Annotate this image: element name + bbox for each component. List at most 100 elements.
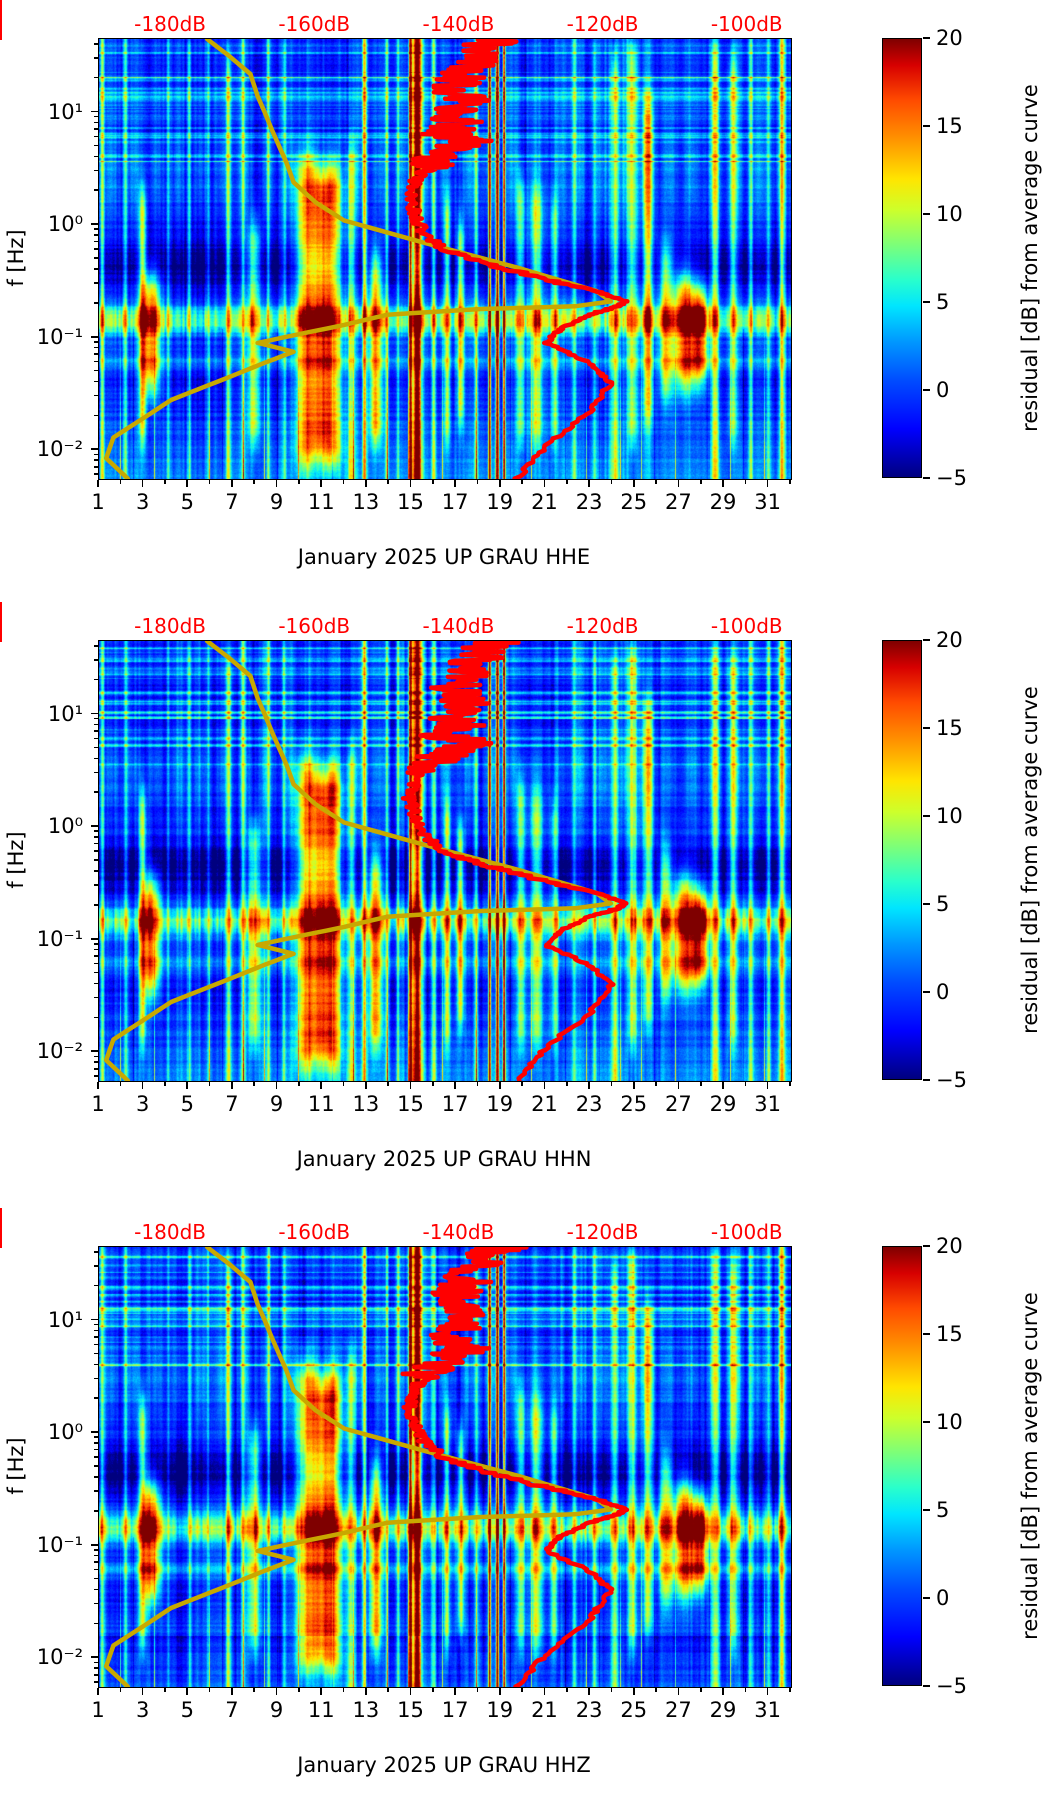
xaxis-minor-tick [521, 1081, 523, 1086]
colorbar-tick-label: 15 [936, 1322, 963, 1346]
yaxis-tick [91, 335, 98, 338]
xaxis-tick [722, 1081, 724, 1089]
xaxis-tick-label: 29 [709, 1092, 737, 1116]
xaxis-tick-label: 21 [531, 1698, 558, 1722]
colorbar-tick-label: 10 [936, 1410, 963, 1434]
yaxis-minor-tick [94, 341, 98, 343]
yaxis-minor-tick [94, 459, 98, 461]
xaxis-tick [409, 1081, 412, 1089]
yaxis-minor-tick [94, 1465, 98, 1467]
xaxis-tick [677, 1687, 680, 1695]
colorbar-tick [923, 1421, 930, 1423]
top-db-axis-tick [0, 1216, 3, 1224]
xaxis-minor-tick [655, 479, 657, 484]
yaxis-minor-tick [94, 1588, 98, 1591]
colorbar-tick [923, 301, 930, 303]
xaxis-tick [766, 1081, 769, 1089]
colorbar-hhz: 20 15 10 5 0 −5 [882, 1234, 967, 1698]
xaxis-tick [543, 479, 546, 487]
xaxis-tick-label: 15 [397, 490, 424, 514]
yaxis-minor-tick [94, 723, 98, 726]
xaxis-tick-label: 7 [225, 490, 239, 514]
xaxis-minor-tick [521, 479, 523, 484]
yaxis-minor-tick [94, 1554, 98, 1557]
yaxis-minor-tick [94, 473, 98, 476]
yaxis-minor-tick [94, 302, 98, 304]
xaxis-tick [365, 1081, 367, 1089]
yaxis-minor-tick [94, 1602, 98, 1605]
yaxis-minor-tick [94, 1075, 98, 1078]
yaxis-minor-tick [94, 1250, 98, 1253]
overlay-curves-hhe [103, 39, 630, 479]
yaxis-minor-tick [94, 1397, 98, 1400]
colorbar-tick [923, 1079, 930, 1081]
xaxis-tick-label: 9 [269, 490, 284, 514]
yaxis-minor-tick [94, 746, 98, 749]
xaxis-tick-label: 27 [665, 1092, 692, 1116]
yaxis-minor-tick [94, 644, 98, 647]
top-db-axis-tick [0, 1208, 3, 1216]
xaxis-tick-label: 7 [225, 1698, 239, 1722]
yaxis-minor-tick [94, 771, 98, 774]
xaxis-tick [454, 1081, 456, 1089]
xaxis-tick-label: 29 [709, 1698, 737, 1722]
overlay-curves-hhn [103, 641, 629, 1081]
colorbar-tick-label: −5 [936, 466, 967, 490]
xaxis-tick-label: 19 [486, 1092, 514, 1116]
yaxis-minor-tick [94, 884, 98, 886]
yaxis-minor-tick [94, 1549, 98, 1551]
yaxis-tick-label: 10⁰ [47, 212, 83, 237]
yaxis-minor-tick [94, 240, 98, 243]
xaxis-minor-tick [744, 479, 747, 484]
colorbar-tick [923, 1333, 930, 1335]
xaxis-minor-tick [655, 1081, 657, 1086]
yaxis-minor-tick [94, 859, 98, 861]
yaxis-tick-label: 10⁻¹ [36, 324, 83, 349]
yaxis-minor-tick [94, 962, 98, 965]
panel-hhn: 1 3 5 7 9 11 13 15 17 19 21 23 25 27 29 31 10⁻² 10⁻¹ 10⁰ 10… [0, 602, 1052, 1177]
top-db-axis-label: -120dB [566, 12, 639, 36]
xaxis-minor-tick [342, 1081, 345, 1086]
yaxis-minor-tick [94, 1661, 98, 1664]
yaxis-tick-label: 10⁰ [47, 1420, 83, 1445]
yaxis-minor-tick [94, 1577, 98, 1580]
colorbar-tick [923, 727, 930, 729]
xaxis-tick [677, 479, 680, 487]
top-db-axis-label: -120dB [566, 1220, 639, 1244]
top-db-axis-label: -180dB [134, 12, 206, 36]
xaxis-minor-tick [119, 1687, 122, 1692]
axis-ticks-hhz: 1 3 5 7 9 11 13 15 17 19 21 23 25 27 29 31 10⁻² 10⁻¹ 10⁰ 10… [0, 1208, 1052, 1722]
xaxis-minor-tick [655, 1687, 657, 1692]
xaxis-minor-tick [744, 1081, 747, 1086]
spectrogram-axes-hhn [98, 640, 792, 1082]
xaxis-minor-tick [253, 1081, 256, 1086]
xaxis-tick [97, 1687, 99, 1695]
yaxis-title-hhn: f [Hz] [4, 831, 28, 889]
colorbar-tick [923, 903, 930, 905]
colorbar-tick [923, 389, 930, 391]
colorbar-hhn: 20 15 10 5 0 −5 [882, 628, 967, 1092]
xaxis-minor-tick [119, 1081, 122, 1086]
yaxis-minor-tick [94, 678, 98, 681]
axis-ticks-hhn: 1 3 5 7 9 11 13 15 17 19 21 23 25 27 29 31 10⁻² 10⁻¹ 10⁰ 10… [0, 602, 1052, 1116]
colorbar-tick [923, 125, 930, 127]
xaxis-tick-label: 1 [91, 1092, 105, 1116]
yaxis-minor-tick [94, 346, 98, 349]
yaxis-minor-tick [94, 730, 98, 732]
colorbar-tick [923, 815, 930, 817]
xaxis-minor-tick [208, 1081, 211, 1086]
xaxis-tick [766, 1687, 769, 1695]
yaxis-minor-tick [94, 121, 98, 124]
yaxis-minor-tick [94, 1681, 98, 1684]
xaxis-tick [186, 1687, 189, 1695]
xaxis-tick [231, 1687, 233, 1695]
yaxis-minor-tick [94, 982, 98, 985]
xaxis-minor-tick [432, 1081, 434, 1086]
xaxis-minor-tick [298, 1081, 300, 1086]
xaxis-minor-tick [298, 479, 300, 484]
xaxis-minor-tick [789, 1687, 791, 1692]
panel-hhz: 1 3 5 7 9 11 13 15 17 19 21 23 25 27 29 31 10⁻² 10⁻¹ 10⁰ 10… [0, 1208, 1052, 1783]
xaxis-tick-label: 13 [352, 490, 380, 514]
axis-ticks-hhe: 1 3 5 7 9 11 13 15 17 19 21 23 25 27 29 31 10⁻² 10⁻¹ 10⁰ 10… [0, 0, 1052, 514]
xaxis-tick [543, 1687, 546, 1695]
